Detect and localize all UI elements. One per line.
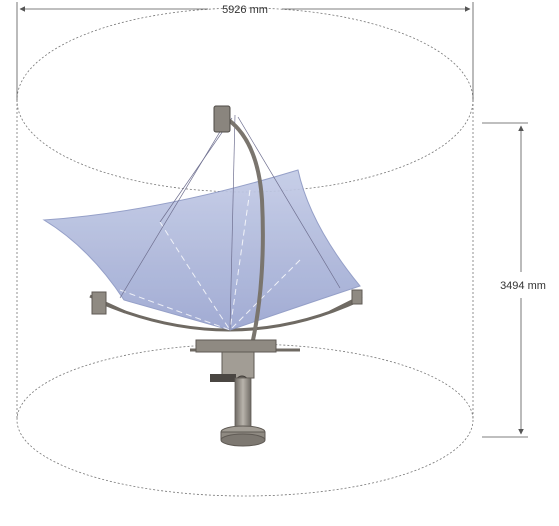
dish-mount	[195, 339, 277, 389]
width-dimension	[16, 2, 474, 100]
height-dimension-label: 3494 mm	[500, 280, 546, 292]
width-dimension-label: 5926 mm	[222, 4, 268, 16]
dish-seams	[119, 189, 301, 331]
frame-bracket-left	[91, 291, 107, 315]
receiver-arm	[224, 116, 265, 346]
dish-reflector	[42, 169, 361, 331]
cylinder-top-ellipse	[16, 7, 474, 193]
pedestal-pole	[234, 377, 252, 429]
dish-struts	[119, 114, 341, 331]
receiver-head	[213, 105, 231, 133]
height-dimension	[482, 122, 528, 438]
frame-bracket-right	[351, 289, 363, 305]
pedestal-base	[220, 425, 266, 447]
